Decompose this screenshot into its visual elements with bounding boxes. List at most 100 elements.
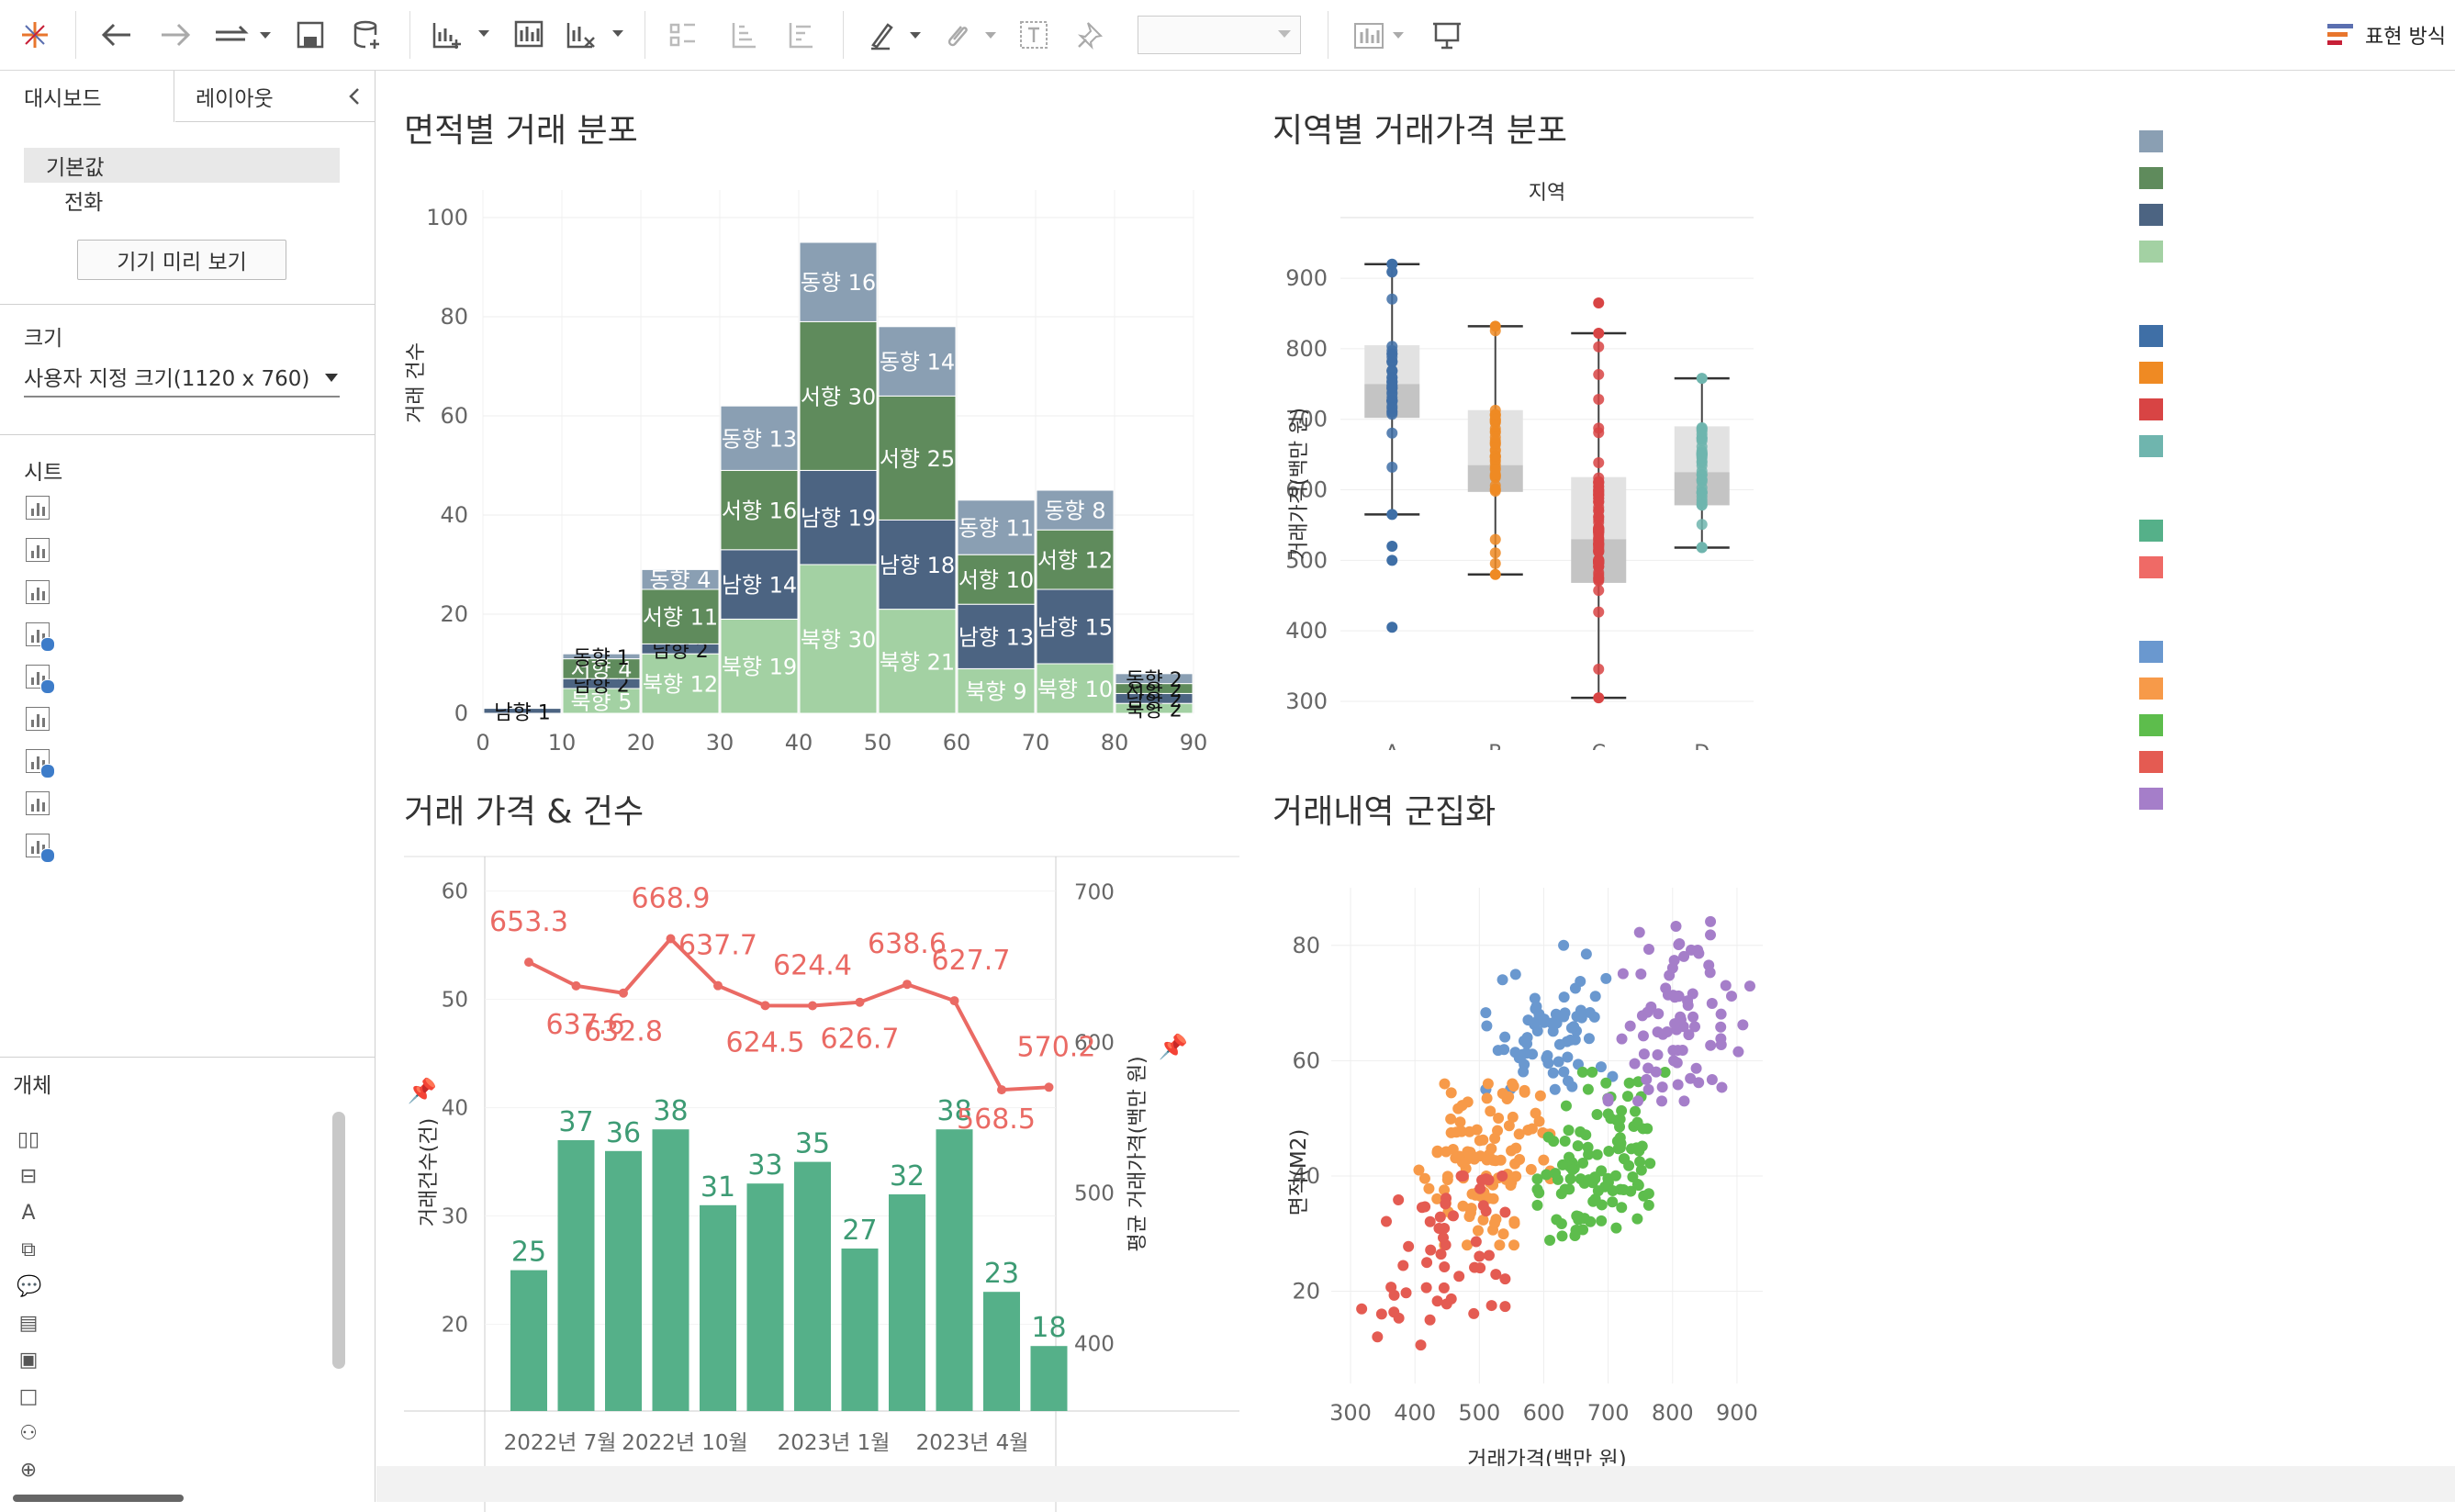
- boxplot-chart[interactable]: 지역 300 400 500 600 700 800 900 거래가격(백만 원) A B C D: [1258, 172, 1772, 750]
- count-bar-label: 31: [701, 1171, 735, 1204]
- legend-item-measure[interactable]: [2139, 520, 2178, 542]
- histogram-chart[interactable]: 0204060801000102030405060708090면적(m2)거래 …: [395, 172, 1239, 750]
- scatter-point-cluster-1: [1547, 1025, 1559, 1037]
- data-story-icon: ▤: [18, 1311, 39, 1335]
- object-item[interactable]: ⊕: [17, 1453, 55, 1486]
- sheet-item[interactable]: [26, 491, 68, 524]
- highlight-icon[interactable]: [865, 13, 925, 57]
- box-point-D: [1696, 373, 1708, 385]
- legend-item-cluster[interactable]: [2139, 751, 2178, 773]
- legend-item-direction[interactable]: [2139, 130, 2178, 152]
- label-icon[interactable]: [1015, 13, 1052, 57]
- tab-dashboard[interactable]: 대시보드: [0, 71, 174, 122]
- scatter-point-cluster-4: [1455, 1170, 1467, 1182]
- tableau-logo-icon[interactable]: [17, 13, 53, 57]
- object-item[interactable]: ⚇: [17, 1417, 55, 1450]
- legend-item-cluster[interactable]: [2139, 678, 2178, 700]
- sheet-item[interactable]: [26, 745, 68, 778]
- canvas-bottom-strip: [376, 1466, 2455, 1502]
- histogram-bar-label: 북향 30: [801, 627, 876, 653]
- sort-desc-icon[interactable]: [782, 13, 819, 57]
- web-page-icon: ⊕: [19, 1458, 38, 1482]
- y-axis-title: 면적(M2): [1287, 1129, 1311, 1216]
- new-dashboard-icon[interactable]: [510, 13, 547, 57]
- undo-icon[interactable]: [95, 13, 136, 57]
- legend-item-cluster[interactable]: [2139, 641, 2178, 663]
- legend-item-direction[interactable]: [2139, 204, 2178, 226]
- check-icon: [40, 637, 55, 652]
- device-default-item[interactable]: 기본값: [24, 148, 340, 183]
- tab-layout[interactable]: 레이아웃: [175, 71, 375, 122]
- legend-item-region[interactable]: [2139, 362, 2178, 384]
- object-item[interactable]: 💬: [17, 1270, 55, 1303]
- scatter-point-cluster-3: [1560, 1100, 1572, 1112]
- price-label: 627.7: [932, 945, 1011, 977]
- box-point-A: [1386, 365, 1398, 377]
- y-tick-label: 900: [1285, 265, 1328, 291]
- legend-item-cluster[interactable]: [2139, 788, 2178, 810]
- scatter-point-cluster-3: [1619, 1153, 1631, 1165]
- device-preview-icon[interactable]: [1429, 13, 1465, 57]
- group-icon[interactable]: [665, 13, 701, 57]
- fit-dropdown[interactable]: [1137, 13, 1302, 57]
- new-sheet-icon[interactable]: [428, 13, 494, 57]
- annotate-icon[interactable]: [940, 13, 1001, 57]
- sheet-item[interactable]: [26, 576, 68, 609]
- box-point-C: [1593, 368, 1605, 380]
- scatter-point-cluster-5: [1673, 938, 1685, 950]
- device-phone-item[interactable]: 전화: [64, 183, 103, 218]
- clear-sheet-icon[interactable]: [562, 13, 628, 57]
- combo-chart[interactable]: 20 30 40 50 60 400 500 600 700 거래건수(건) 평균 거래가격(백만 …: [395, 851, 1249, 1512]
- object-item[interactable]: A: [17, 1196, 55, 1229]
- objects-scrollbar[interactable]: [332, 1112, 345, 1369]
- legend-item-measure[interactable]: [2139, 556, 2178, 578]
- sheet-item[interactable]: [26, 829, 68, 863]
- legend-item-direction[interactable]: [2139, 241, 2178, 263]
- save-icon[interactable]: [292, 13, 329, 57]
- legend-item-direction[interactable]: [2139, 167, 2178, 189]
- device-preview-button[interactable]: 기기 미리 보기: [77, 240, 286, 280]
- scatter-point-cluster-5: [1637, 1030, 1649, 1042]
- x-tick-label: 700: [1587, 1400, 1630, 1426]
- sidebar-horizontal-scrollbar[interactable]: [13, 1495, 184, 1502]
- histogram-bar-서향: [1036, 529, 1115, 590]
- scatter-point-cluster-5: [1668, 1055, 1680, 1067]
- redo-icon[interactable]: [156, 13, 196, 57]
- legend-item-region[interactable]: [2139, 325, 2178, 347]
- object-item[interactable]: ▯▯: [17, 1123, 55, 1156]
- tab-layout-label: 레이아웃: [196, 86, 274, 111]
- swap-icon[interactable]: [209, 13, 274, 57]
- size-dropdown[interactable]: 사용자 지정 크기(1120 x 760): [24, 357, 340, 398]
- presentation-button[interactable]: 표현 방식: [2326, 18, 2446, 51]
- sheet-item[interactable]: [26, 533, 68, 566]
- scatter-point-cluster-1: [1529, 992, 1541, 1004]
- pin-icon[interactable]: [1072, 13, 1109, 57]
- legend-item-region[interactable]: [2139, 435, 2178, 457]
- scatter-point-cluster-4: [1490, 1269, 1502, 1281]
- scatter-point-cluster-3: [1610, 1222, 1622, 1234]
- price-point: [760, 1001, 770, 1011]
- x-tick-label: A: [1385, 742, 1399, 750]
- new-datasource-icon[interactable]: [349, 13, 386, 57]
- scatter-point-cluster-2: [1534, 1090, 1546, 1102]
- sort-asc-icon[interactable]: [725, 13, 762, 57]
- y-tick-label: 700: [1285, 407, 1328, 432]
- show-me-icon[interactable]: [1350, 13, 1410, 57]
- chevron-left-icon[interactable]: [343, 84, 365, 109]
- sheet-item[interactable]: [26, 702, 68, 735]
- legend-item-region[interactable]: [2139, 398, 2178, 420]
- object-item[interactable]: ⧉: [17, 1233, 55, 1266]
- legend-item-cluster[interactable]: [2139, 714, 2178, 736]
- box-point-B: [1489, 464, 1501, 476]
- object-item[interactable]: ⊟: [17, 1159, 55, 1193]
- sheet-item[interactable]: [26, 618, 68, 652]
- histogram-bar-label: 남향 18: [880, 553, 955, 578]
- object-item[interactable]: ▣: [17, 1343, 55, 1376]
- object-item[interactable]: □: [17, 1380, 55, 1413]
- scatter-point-cluster-3: [1635, 1164, 1647, 1176]
- object-item[interactable]: ▤: [17, 1306, 55, 1339]
- sheet-item[interactable]: [26, 787, 68, 820]
- sheet-item[interactable]: [26, 660, 68, 694]
- scatter-point-cluster-4: [1356, 1303, 1368, 1315]
